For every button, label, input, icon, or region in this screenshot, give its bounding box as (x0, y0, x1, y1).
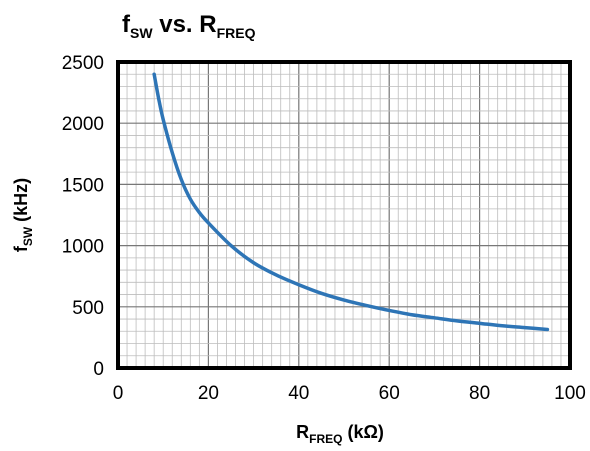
x-tick-label: 0 (113, 383, 124, 404)
x-tick-label: 40 (288, 383, 309, 404)
grid (118, 62, 570, 368)
y-axis-title: fSW (kHz) (11, 178, 35, 252)
chart-title: fSW vs. RFREQ (122, 11, 256, 41)
y-tick-label: 0 (93, 359, 104, 380)
series-line (152, 72, 550, 332)
x-axis-title-sub: FREQ (309, 432, 342, 446)
y-axis-title-main: f (11, 245, 31, 252)
y-tick-labels: 0 500 1000 1500 2000 2500 (62, 53, 104, 380)
chart-title-main: f (122, 11, 131, 38)
x-tick-labels: 0 20 40 60 80 100 (113, 383, 586, 404)
series-group (152, 72, 550, 332)
x-tick-label: 80 (469, 383, 490, 404)
y-tick-label: 500 (72, 298, 104, 319)
x-tick-label: 20 (198, 383, 219, 404)
x-tick-label: 100 (554, 383, 586, 404)
x-axis-title-main: R (296, 422, 309, 442)
y-axis-title-sub: SW (21, 226, 35, 246)
chart-title-rest: vs. R (153, 11, 217, 38)
y-tick-label: 1000 (62, 237, 104, 258)
y-axis-title-rest: (kHz) (11, 178, 31, 227)
y-tick-label: 2000 (62, 114, 104, 135)
x-axis-title-rest: (kΩ) (342, 422, 383, 442)
x-axis-title: RFREQ (kΩ) (296, 422, 384, 446)
chart-title-sub2: FREQ (217, 25, 256, 41)
y-tick-label: 1500 (62, 175, 104, 196)
plot-area-border (116, 60, 572, 370)
chart-title-sub: SW (130, 25, 153, 41)
x-tick-label: 60 (379, 383, 400, 404)
y-tick-label: 2500 (62, 53, 104, 74)
